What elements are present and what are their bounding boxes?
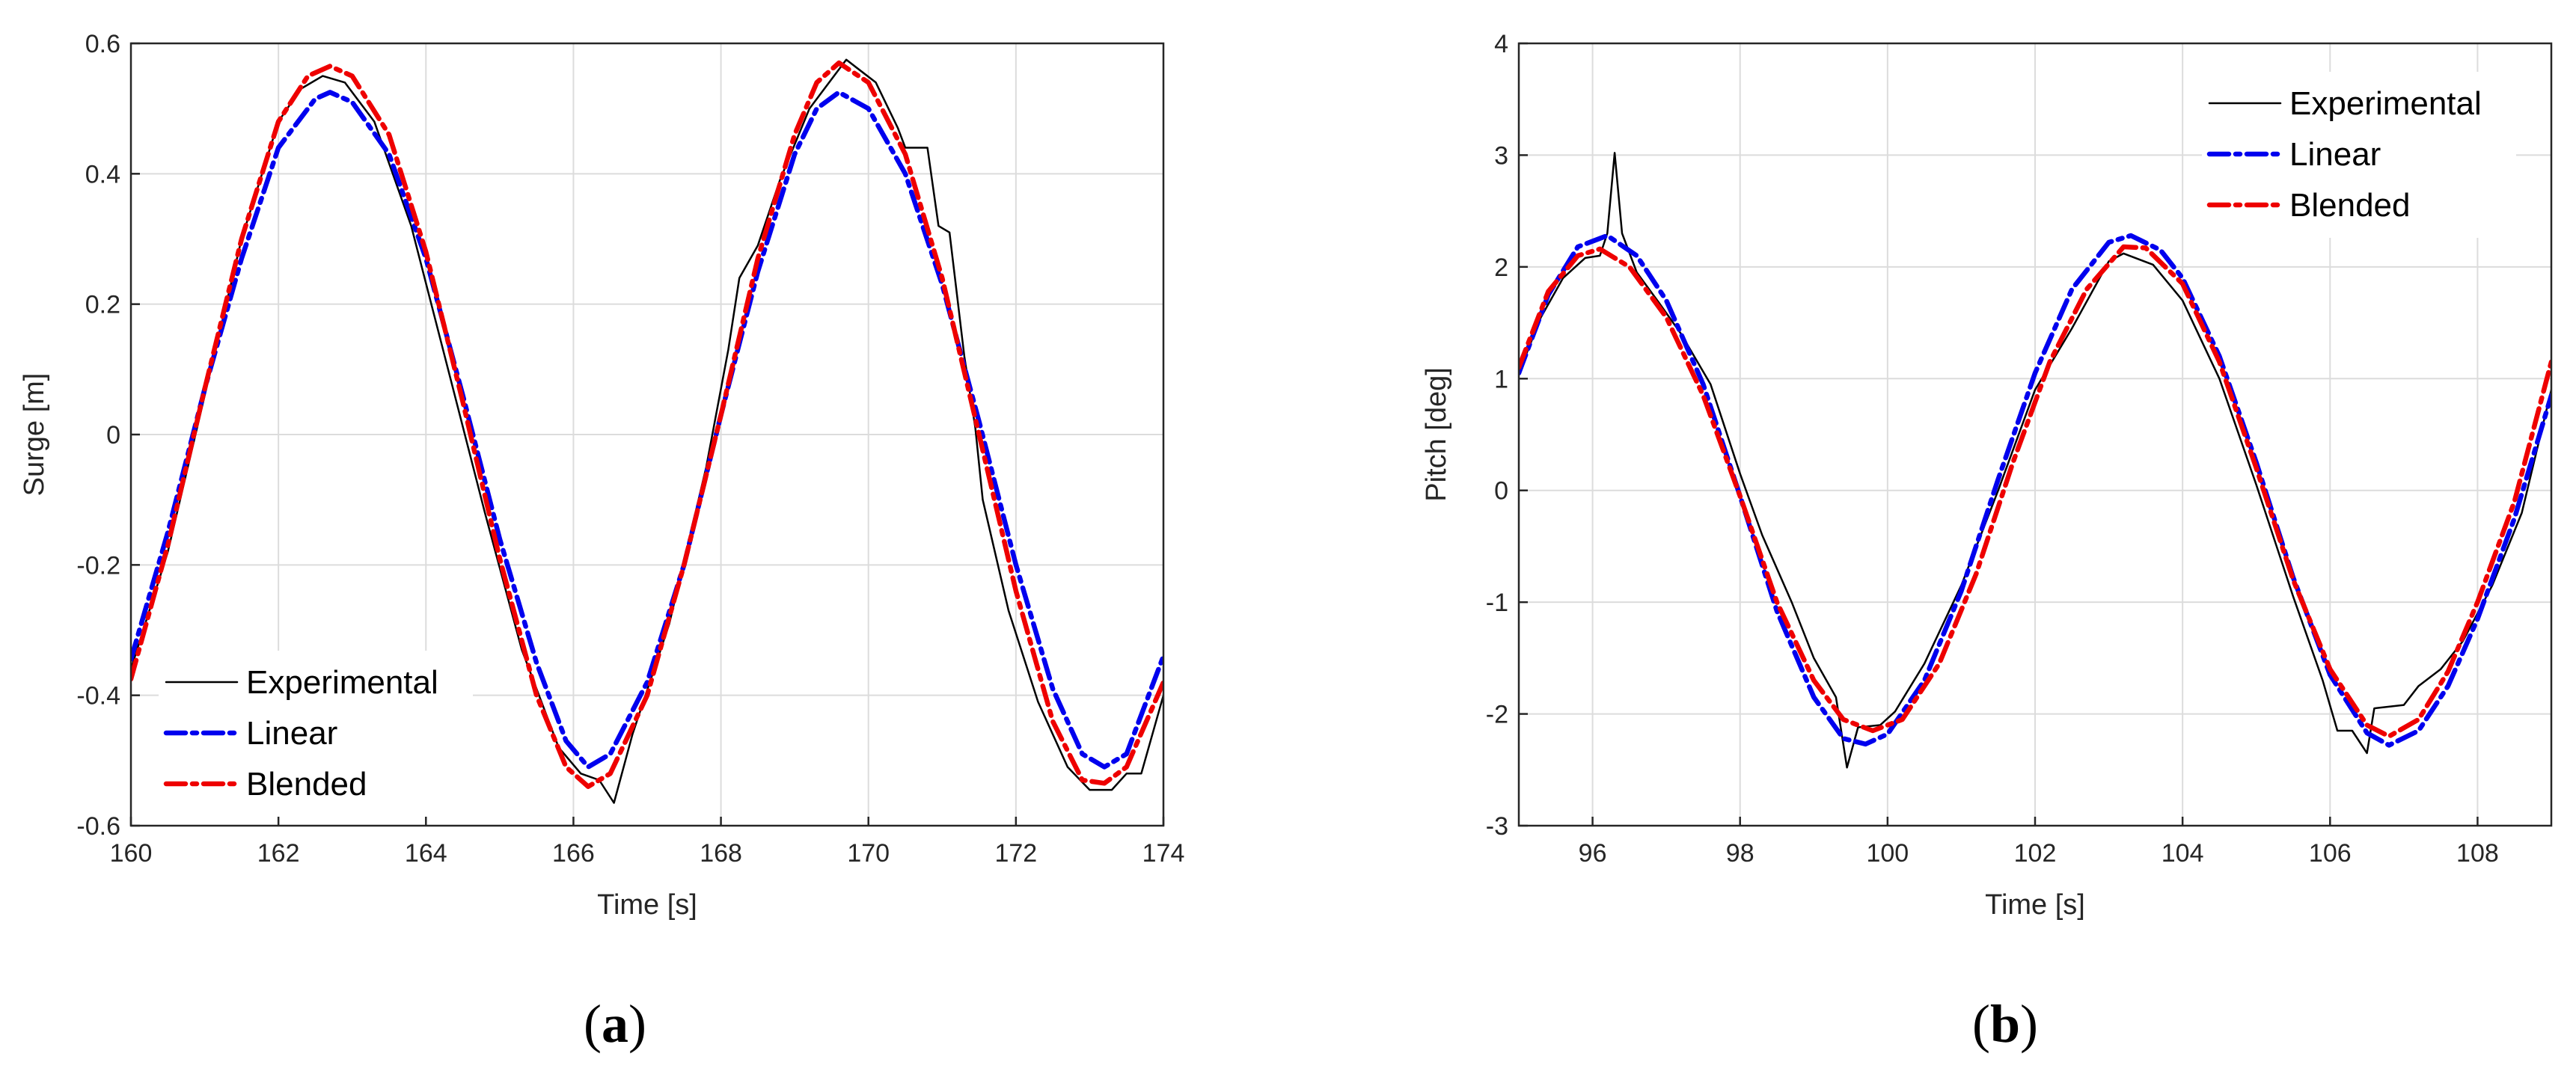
- x-tick-label-a-3: 166: [552, 839, 595, 868]
- x-tick-label-a-1: 162: [257, 839, 300, 868]
- y-tick-label-b-4: 1: [1494, 365, 1508, 393]
- x-tick-label-a-4: 168: [700, 839, 742, 868]
- legend-label-a-experimental: Experimental: [246, 664, 438, 701]
- panel-caption-a: (a): [584, 994, 646, 1054]
- legend-label-b-experimental: Experimental: [2289, 85, 2482, 122]
- x-tick-label-a-6: 172: [994, 839, 1037, 868]
- y-tick-label-b-1: -2: [1486, 701, 1508, 729]
- y-tick-label-a-5: 0.4: [85, 160, 120, 188]
- tick-labels-b: 96 98 100 102 104 106 108 -3 -2 -1 0 1 2 3 4: [1486, 30, 2499, 868]
- series-line-b-blended: [1519, 244, 2551, 739]
- legend-b: Experimental Linear Blended: [2202, 72, 2516, 238]
- series-line-a-experimental: [131, 58, 1163, 804]
- grid-lines-a: [130, 43, 1164, 826]
- y-tick-label-b-0: -3: [1486, 812, 1508, 841]
- series-line-a-linear: [131, 90, 1163, 770]
- panel-caption-b: (b): [1972, 994, 2038, 1054]
- x-tick-label-b-2: 100: [1866, 839, 1909, 868]
- y-tick-label-a-4: 0.2: [85, 291, 120, 319]
- x-tick-label-a-5: 170: [847, 839, 890, 868]
- y-axis-label-b: Pitch [deg]: [1421, 367, 1452, 502]
- legend-label-a-blended: Blended: [246, 766, 367, 803]
- x-tick-label-b-4: 104: [2162, 839, 2204, 868]
- panel-caption-a-letter: a: [602, 994, 628, 1054]
- y-tick-label-a-2: -0.2: [76, 551, 120, 580]
- x-tick-label-a-2: 164: [405, 839, 447, 868]
- y-tick-label-b-7: 4: [1494, 30, 1508, 58]
- y-tick-label-b-5: 2: [1494, 254, 1508, 282]
- x-tick-label-b-0: 96: [1579, 839, 1607, 868]
- tick-labels-a: 160 162 164 166 168 170 172 174 -0.6 -0.4 -0.2 0 0.2…: [76, 30, 1184, 868]
- x-axis-label-a: Time [s]: [597, 889, 697, 921]
- series-lines-a: [131, 58, 1163, 804]
- x-tick-label-a-7: 174: [1142, 839, 1185, 868]
- y-tick-label-b-2: -1: [1486, 589, 1508, 617]
- legend-label-b-blended: Blended: [2289, 187, 2410, 224]
- y-tick-label-a-0: -0.6: [76, 812, 120, 841]
- panel-caption-b-letter: b: [1990, 994, 2020, 1054]
- x-tick-label-b-6: 108: [2456, 839, 2499, 868]
- y-tick-label-a-3: 0: [106, 421, 120, 449]
- series-line-b-linear: [1519, 233, 2551, 748]
- y-tick-label-a-1: -0.4: [76, 682, 120, 711]
- x-tick-label-a-0: 160: [110, 839, 153, 868]
- x-tick-label-b-3: 102: [2014, 839, 2057, 868]
- legend-label-b-linear: Linear: [2289, 136, 2381, 173]
- legend-label-a-linear: Linear: [246, 715, 337, 752]
- y-tick-label-a-6: 0.6: [85, 30, 120, 58]
- y-tick-label-b-3: 0: [1494, 477, 1508, 506]
- legend-a: Experimental Linear Blended: [159, 651, 473, 817]
- chart-panel-a: 160 162 164 166 168 170 172 174 -0.6 -0.4 -0.2 0 0.2…: [19, 30, 1184, 1054]
- y-tick-label-b-6: 3: [1494, 141, 1508, 170]
- x-tick-label-b-5: 106: [2309, 839, 2352, 868]
- x-tick-label-b-1: 98: [1726, 839, 1754, 868]
- series-lines-b: [1519, 152, 2551, 769]
- x-axis-label-b: Time [s]: [1985, 889, 2085, 921]
- y-axis-label-a: Surge [m]: [19, 373, 50, 497]
- series-line-a-blended: [131, 60, 1163, 789]
